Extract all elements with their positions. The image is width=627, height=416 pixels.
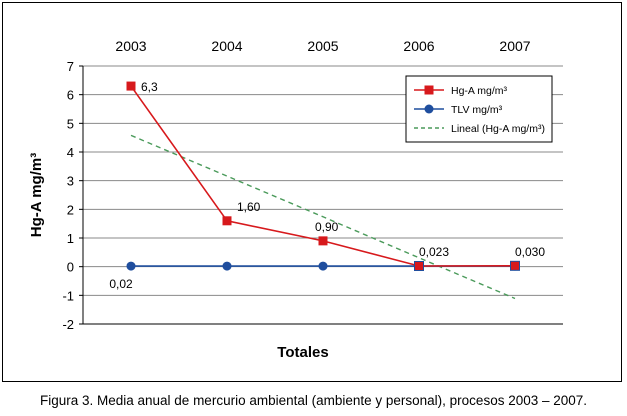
y-tick-label: 6 (67, 88, 74, 103)
y-tick-label: 3 (67, 174, 74, 189)
legend-marker-square (424, 85, 434, 95)
y-tick-label: 4 (67, 145, 74, 160)
x-tick-label: 2003 (115, 38, 146, 54)
point-hg (318, 236, 328, 246)
legend-label: Lineal (Hg-A mg/m³) (451, 123, 545, 135)
y-tick-label: 2 (67, 202, 74, 217)
point-tlv (318, 261, 328, 271)
point-hg (414, 261, 424, 272)
y-tick-label: 5 (67, 116, 74, 131)
y-axis-title: Hg-A mg/m³ (28, 153, 45, 237)
point-tlv (222, 261, 232, 271)
y-tick-label: 1 (67, 231, 74, 246)
y-tick-label: -2 (62, 317, 74, 332)
y-tick-label: -1 (62, 288, 74, 303)
legend-marker-circle (424, 104, 434, 114)
data-label-hg: 0,90 (315, 220, 339, 234)
chart-plot: 7 6 5 4 3 2 1 0 -1 -2 2003 2004 2005 2006 2007 Totales H… (28, 38, 563, 361)
x-axis-title: Totales (277, 344, 328, 361)
x-tick-label: 2004 (211, 38, 242, 54)
data-label-hg: 0,023 (419, 245, 449, 259)
x-tick-label: 2007 (499, 38, 530, 54)
point-hg (126, 81, 136, 91)
data-label-tlv: 0,02 (109, 277, 133, 291)
legend-label: Hg-A mg/m³ (451, 85, 508, 97)
y-tick-label: 7 (67, 59, 74, 74)
y-tick-label: 0 (67, 260, 74, 275)
chart-frame: 7 6 5 4 3 2 1 0 -1 -2 2003 2004 2005 2006 2007 Totales H… (2, 2, 622, 382)
data-label-hg: 6,3 (141, 80, 158, 94)
x-tick-label: 2006 (403, 38, 434, 54)
figure-caption: Figura 3. Media anual de mercurio ambien… (39, 393, 588, 408)
point-hg (222, 216, 232, 226)
data-label-hg: 0,030 (515, 245, 545, 259)
series-line-lineal (130, 134, 516, 300)
x-tick-label: 2005 (307, 38, 338, 54)
legend-label: TLV mg/m³ (451, 104, 503, 116)
point-tlv (126, 261, 136, 271)
data-label-hg: 1,60 (237, 200, 261, 214)
point-hg (510, 260, 520, 271)
